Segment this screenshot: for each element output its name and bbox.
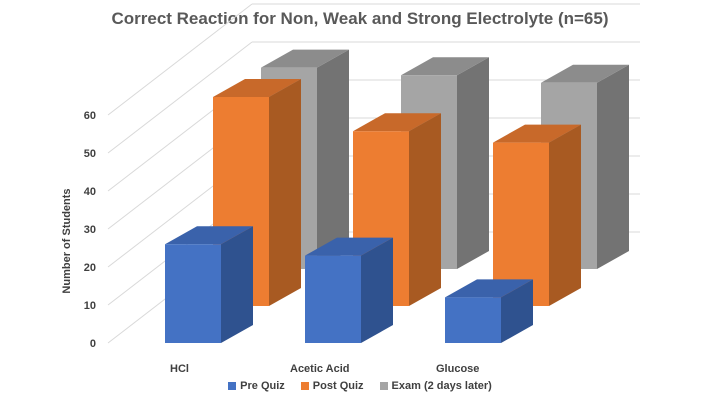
legend-label: Post Quiz	[312, 380, 364, 392]
bar-side-face	[549, 124, 581, 306]
bar-side-face	[221, 226, 253, 343]
legend-item: Post Quiz	[300, 380, 364, 392]
y-tick-label: 30	[84, 224, 96, 236]
bar-side-face	[501, 279, 533, 343]
bar-front-face	[305, 255, 361, 343]
y-tick-label: 60	[84, 110, 96, 122]
y-tick-label: 50	[84, 148, 96, 160]
y-tick-label: 20	[84, 262, 96, 274]
bar-top-face	[493, 124, 581, 143]
gridline-diagonal	[107, 41, 253, 154]
bar-top-face	[401, 57, 489, 76]
bar-top-face	[445, 279, 533, 298]
x-tick-label: HCl	[170, 363, 189, 375]
bar-side-face	[409, 113, 441, 306]
y-tick-label: 0	[90, 338, 96, 350]
bar-side-face	[269, 79, 301, 306]
y-tick-label: 10	[84, 300, 96, 312]
legend-item: Exam (2 days later)	[379, 380, 492, 392]
legend-swatch	[228, 382, 237, 390]
bar-top-face	[213, 79, 301, 97]
legend: Pre Quiz Post Quiz Exam (2 days later)	[0, 380, 720, 392]
legend-swatch	[300, 382, 309, 390]
bar-side-face	[457, 57, 489, 270]
bar-post-quiz-glucose	[493, 124, 581, 306]
gridline-diagonal	[107, 3, 253, 116]
x-tick-label: Acetic Acid	[290, 363, 350, 375]
legend-label: Pre Quiz	[240, 380, 285, 392]
chart-title: Correct Reaction for Non, Weak and Stron…	[111, 9, 609, 28]
x-tick-label: Glucose	[436, 363, 479, 375]
bar-side-face	[361, 237, 393, 343]
bar-front-face	[445, 297, 501, 343]
bar-side-face	[597, 64, 629, 269]
bar-pre-quiz-glucose	[445, 279, 533, 343]
bar-front-face	[165, 244, 221, 343]
bar-top-face	[541, 64, 629, 83]
legend-label: Exam (2 days later)	[391, 380, 492, 392]
bar-top-face	[165, 226, 253, 245]
legend-item: Pre Quiz	[228, 380, 285, 392]
bar-top-face	[305, 237, 393, 256]
bar-top-face	[353, 113, 441, 132]
bar-pre-quiz-hcl	[165, 226, 253, 343]
y-axis-label: Number of Students	[61, 188, 73, 294]
bar-side-face	[317, 49, 349, 269]
bar-front-face	[493, 142, 549, 306]
bar-top-face	[261, 49, 349, 68]
legend-swatch	[379, 382, 388, 390]
bar-pre-quiz-acetic-acid	[305, 237, 393, 343]
y-tick-label: 40	[84, 186, 96, 198]
